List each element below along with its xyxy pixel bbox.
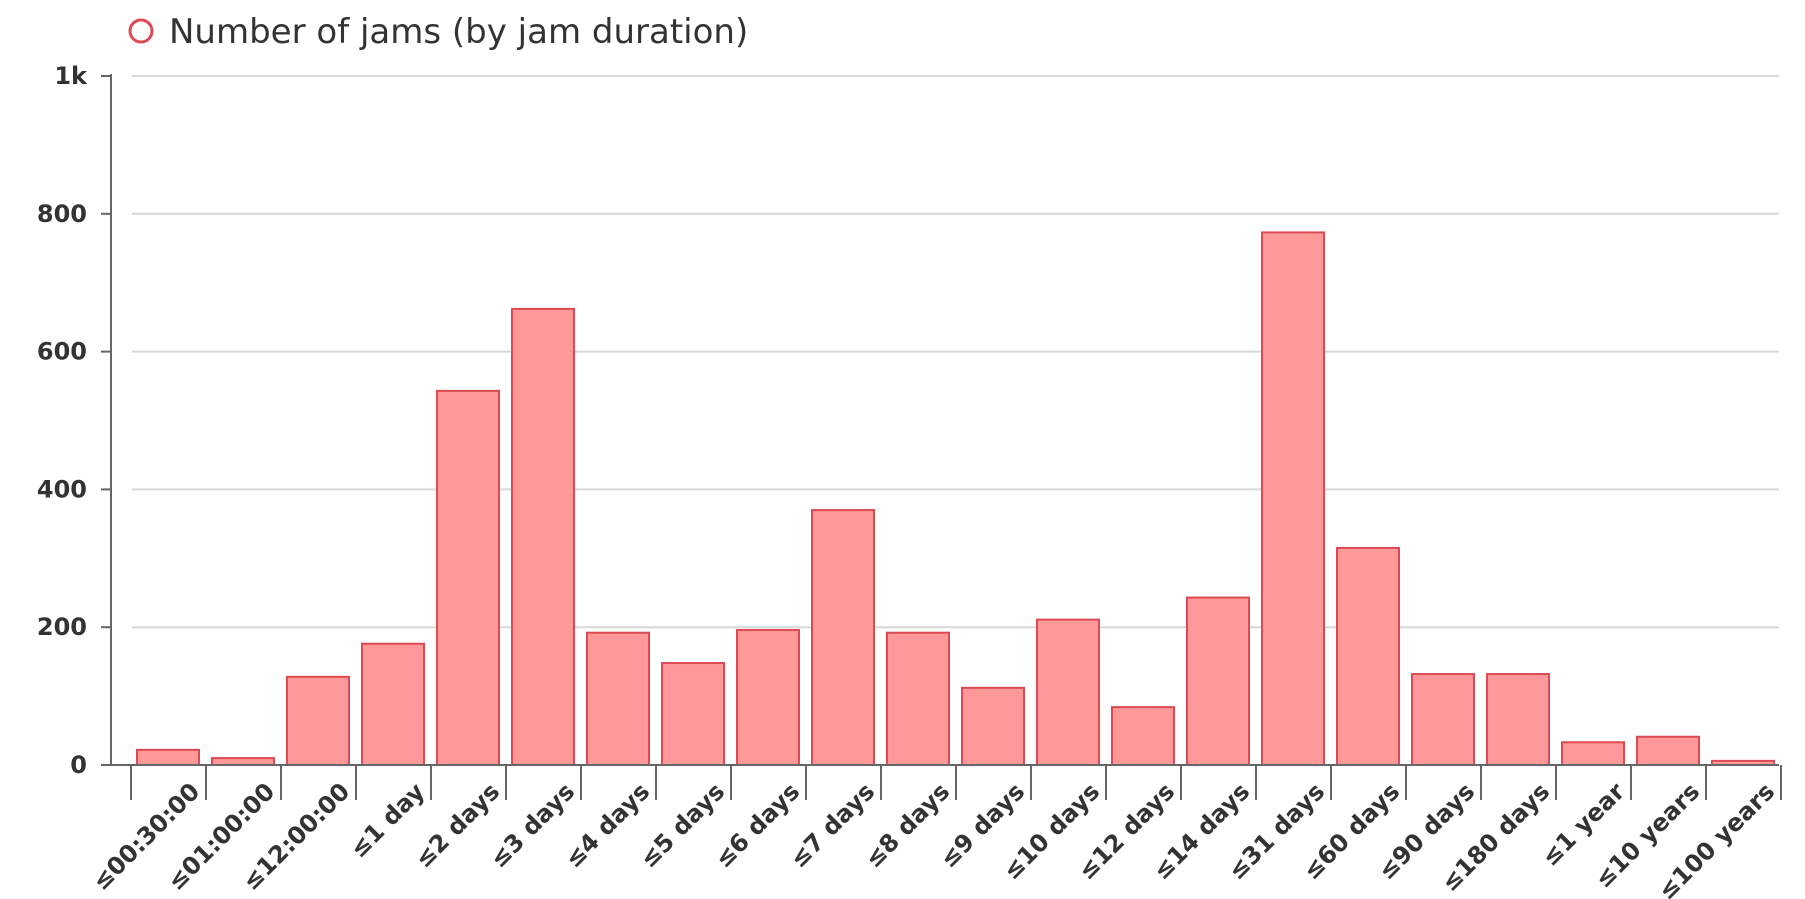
axes: [101, 74, 1782, 800]
bar-8[interactable]: [736, 628, 800, 766]
bar-0[interactable]: [136, 748, 200, 766]
bar-19[interactable]: [1561, 741, 1625, 766]
bar-15[interactable]: [1261, 231, 1325, 766]
bar-20[interactable]: [1636, 735, 1700, 766]
bar-6[interactable]: [586, 631, 650, 766]
chart-legend[interactable]: Number of jams (by jam duration): [128, 12, 748, 52]
bar-7[interactable]: [661, 662, 725, 767]
y-tick-labels: 0 200 400 600 800 1k: [37, 62, 88, 779]
bar-17[interactable]: [1411, 673, 1475, 766]
bar-13[interactable]: [1111, 706, 1175, 767]
legend-label: Number of jams (by jam duration): [169, 12, 748, 52]
y-tick-label-0: 0: [70, 751, 87, 779]
y-tick-label-5: 1k: [54, 62, 88, 90]
y-tick-label-4: 800: [37, 200, 87, 228]
bar-14[interactable]: [1186, 596, 1250, 766]
y-tick-label-1: 200: [37, 613, 87, 641]
y-tick-label-3: 600: [37, 338, 87, 366]
y-gridlines: [132, 75, 1779, 629]
bar-16[interactable]: [1336, 546, 1400, 767]
bar-10[interactable]: [886, 631, 950, 766]
bar-12[interactable]: [1036, 618, 1100, 766]
bar-18[interactable]: [1486, 673, 1550, 766]
bar-11[interactable]: [961, 686, 1025, 766]
x-tick-labels: ≤00:30:00≤01:00:00≤12:00:00≤1 day≤2 days…: [87, 777, 1780, 899]
y-tick-label-2: 400: [37, 475, 87, 503]
bar-1[interactable]: [211, 757, 275, 766]
bar-2[interactable]: [286, 675, 350, 766]
bar-9[interactable]: [811, 509, 875, 766]
bar-4[interactable]: [436, 389, 500, 766]
bar-5[interactable]: [511, 307, 575, 766]
bar-3[interactable]: [361, 642, 425, 767]
bars: [136, 231, 1775, 767]
legend-marker-icon: [128, 18, 154, 44]
